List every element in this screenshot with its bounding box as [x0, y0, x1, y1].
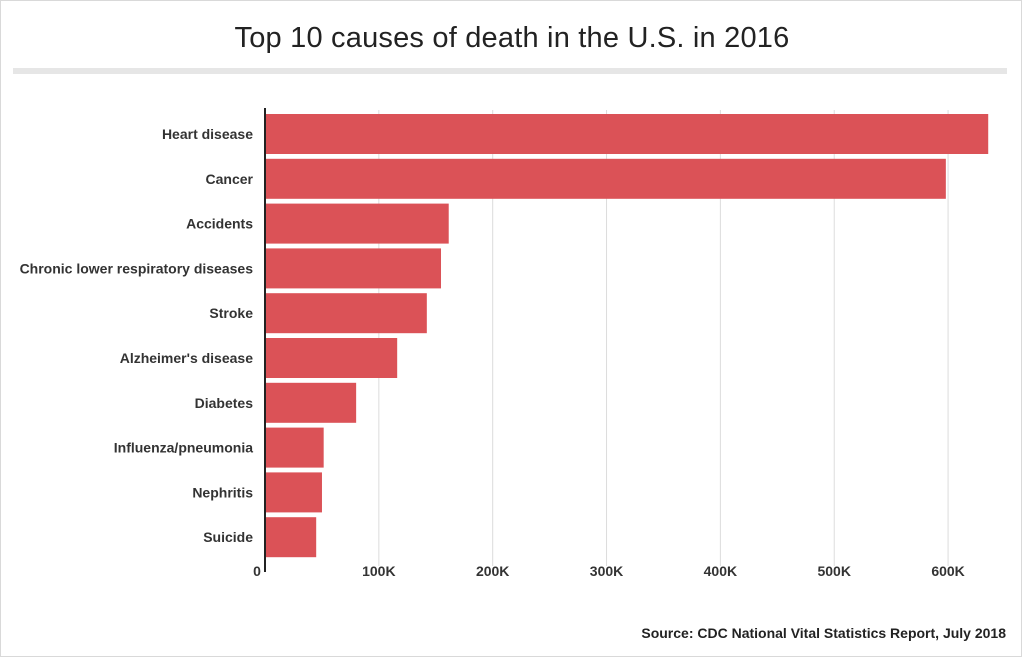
category-label: Suicide	[203, 529, 253, 545]
bar	[265, 158, 946, 199]
bar	[265, 248, 442, 289]
category-label: Stroke	[209, 305, 253, 321]
bar	[265, 472, 322, 513]
bar	[265, 517, 317, 558]
x-tick-label: 400K	[704, 563, 737, 579]
bar-chart: Heart disease Cancer Accidents Chronic lowe…	[20, 108, 989, 579]
x-tick-label: 300K	[590, 563, 623, 579]
source-note: Source: CDC National Vital Statistics Re…	[641, 625, 1006, 641]
title-divider	[13, 68, 1007, 74]
bar	[265, 427, 324, 468]
bar	[265, 338, 398, 378]
x-tick-label: 500K	[817, 563, 850, 579]
bar	[265, 203, 449, 244]
category-label: Diabetes	[195, 395, 254, 411]
bar	[265, 382, 357, 423]
x-tick-label: 0	[253, 563, 261, 579]
category-labels: Heart disease Cancer Accidents Chronic lowe…	[20, 126, 254, 545]
category-label: Influenza/pneumonia	[114, 440, 253, 456]
x-axis-ticks: 0 100K 200K 300K 400K 500K 600K	[253, 563, 965, 579]
category-label: Cancer	[206, 171, 254, 187]
x-tick-label: 200K	[476, 563, 509, 579]
chart-title: Top 10 causes of death in the U.S. in 20…	[234, 22, 790, 54]
category-label: Accidents	[186, 216, 253, 232]
bar	[265, 293, 427, 334]
category-label: Heart disease	[162, 126, 253, 142]
x-tick-label: 100K	[362, 563, 395, 579]
category-label: Chronic lower respiratory diseases	[20, 260, 254, 276]
bar	[265, 114, 989, 154]
bars	[265, 114, 989, 558]
category-label: Alzheimer's disease	[120, 350, 254, 366]
x-tick-label: 600K	[931, 563, 964, 579]
category-label: Nephritis	[192, 484, 253, 500]
